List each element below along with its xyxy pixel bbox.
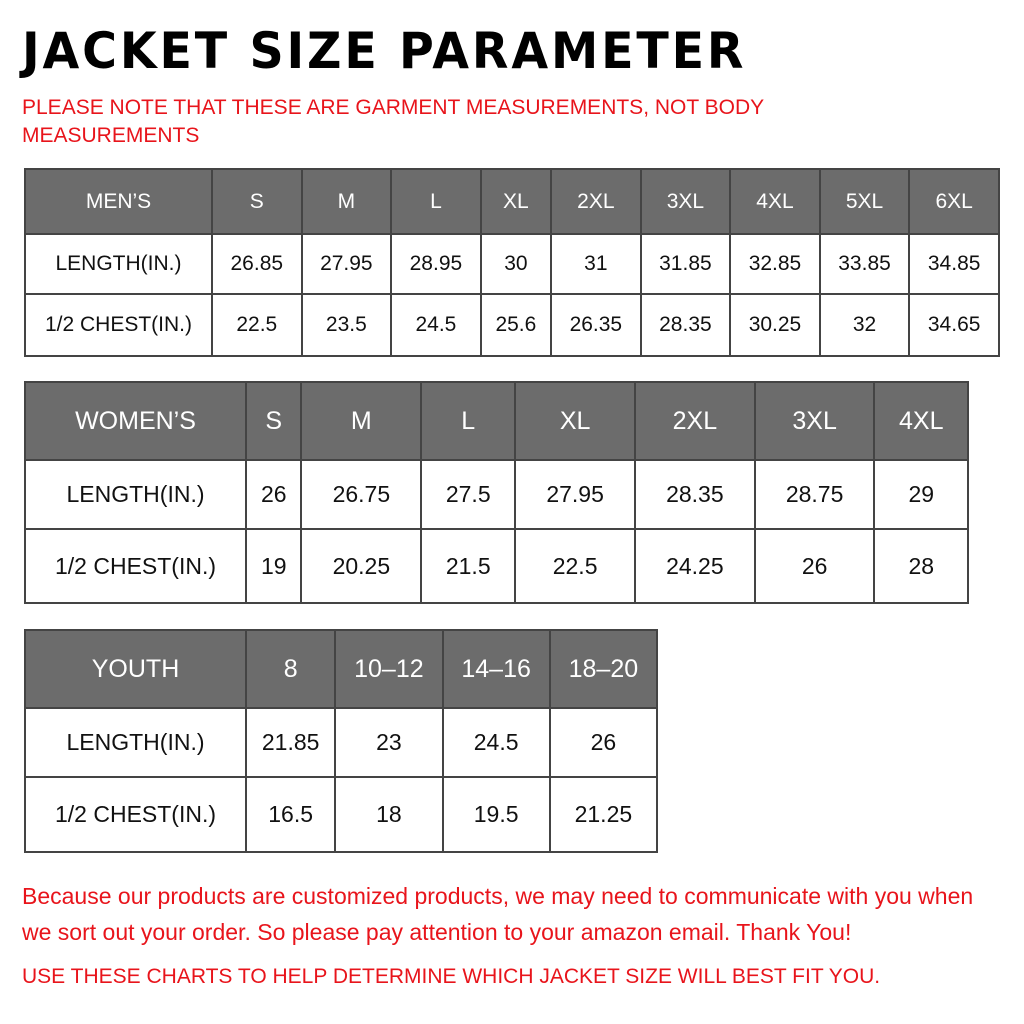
measurement-value: 20.25	[300, 528, 423, 604]
measurement-value: 19	[244, 528, 303, 604]
measurement-label: 1/2 CHEST(IN.)	[24, 528, 247, 604]
measurement-value: 28.35	[633, 459, 756, 530]
measurement-label: 1/2 CHEST(IN.)	[24, 293, 213, 357]
table-row: LENGTH(IN.) 26 26.75 27.5 27.95 28.35 28.75 29	[24, 459, 969, 530]
fit-instruction: USE THESE CHARTS TO HELP DETERMINE WHICH…	[22, 965, 881, 988]
customization-message: Because our products are customized prod…	[22, 883, 974, 945]
measurement-value: 24.5	[441, 707, 551, 778]
measurement-label: LENGTH(IN.)	[24, 707, 247, 778]
size-header: 3XL	[639, 168, 732, 235]
measurement-value: 30	[479, 233, 553, 295]
measurement-value: 29	[873, 459, 969, 530]
measurement-value: 28	[873, 528, 969, 604]
size-header: 6XL	[908, 168, 1000, 235]
measurement-value: 34.85	[908, 233, 1000, 295]
measurement-value: 32.85	[729, 233, 821, 295]
measurement-value: 34.65	[908, 293, 1000, 357]
size-header: XL	[514, 381, 636, 461]
size-header: M	[300, 381, 423, 461]
measurement-value: 24.5	[390, 293, 482, 357]
table-row: 1/2 CHEST(IN.) 16.5 18 19.5 21.25	[24, 776, 659, 853]
page-title: JACKET SIZE PARAMETER	[22, 22, 747, 80]
garment-note: PLEASE NOTE THAT THESE ARE GARMENT MEASU…	[22, 96, 764, 147]
measurement-value: 26	[548, 707, 659, 778]
category-header: WOMEN’S	[24, 381, 247, 461]
size-header: L	[420, 381, 517, 461]
measurement-value: 31.85	[639, 233, 732, 295]
measurement-value: 21.25	[548, 776, 659, 853]
size-header: 5XL	[818, 168, 911, 235]
category-header: MEN’S	[24, 168, 213, 235]
size-header: 3XL	[753, 381, 876, 461]
size-header: 8	[244, 629, 337, 709]
measurement-value: 21.85	[244, 707, 337, 778]
header-row: WOMEN’S S M L XL 2XL 3XL 4XL	[24, 381, 969, 461]
measurement-value: 26.35	[550, 293, 642, 357]
measurement-value: 27.95	[514, 459, 636, 530]
header-row: MEN’S S M L XL 2XL 3XL 4XL 5XL 6XL	[24, 168, 1000, 235]
measurement-value: 25.6	[479, 293, 553, 357]
measurement-value: 26	[753, 528, 876, 604]
measurement-value: 31	[550, 233, 642, 295]
womens-size-table: WOMEN’S S M L XL 2XL 3XL 4XL LENGTH(IN.) 26 26.75 2…	[24, 381, 969, 604]
measurement-value: 24.25	[633, 528, 756, 604]
mens-size-table: MEN’S S M L XL 2XL 3XL 4XL 5XL 6XL LENGTH(IN.) 26.8…	[24, 168, 1000, 357]
size-header: XL	[479, 168, 553, 235]
size-header: 4XL	[729, 168, 821, 235]
measurement-value: 26.85	[211, 233, 303, 295]
size-header: S	[211, 168, 303, 235]
measurement-value: 28.95	[390, 233, 482, 295]
measurement-value: 28.75	[753, 459, 876, 530]
measurement-value: 22.5	[211, 293, 303, 357]
table-row: 1/2 CHEST(IN.) 22.5 23.5 24.5 25.6 26.35 28.35…	[24, 293, 1000, 357]
youth-size-table: YOUTH 8 10–12 14–16 18–20 LENGTH(IN.) 21.85 23 2…	[24, 629, 659, 853]
measurement-value: 18	[334, 776, 444, 853]
size-header: 4XL	[873, 381, 969, 461]
measurement-value: 28.35	[639, 293, 732, 357]
category-header: YOUTH	[24, 629, 247, 709]
size-header: M	[300, 168, 393, 235]
size-header: 14–16	[441, 629, 551, 709]
measurement-value: 27.5	[420, 459, 517, 530]
measurement-value: 21.5	[420, 528, 517, 604]
measurement-value: 30.25	[729, 293, 821, 357]
measurement-label: 1/2 CHEST(IN.)	[24, 776, 247, 853]
measurement-value: 16.5	[244, 776, 337, 853]
measurement-label: LENGTH(IN.)	[24, 459, 247, 530]
table-row: 1/2 CHEST(IN.) 19 20.25 21.5 22.5 24.25 26 28	[24, 528, 969, 604]
measurement-value: 22.5	[514, 528, 636, 604]
size-header: S	[244, 381, 303, 461]
measurement-value: 23.5	[300, 293, 393, 357]
header-row: YOUTH 8 10–12 14–16 18–20	[24, 629, 659, 709]
size-header: 2XL	[550, 168, 642, 235]
size-header: 18–20	[548, 629, 659, 709]
size-header: L	[390, 168, 482, 235]
measurement-value: 32	[818, 293, 911, 357]
table-row: LENGTH(IN.) 26.85 27.95 28.95 30 31 31.85 32.85…	[24, 233, 1000, 295]
size-header: 10–12	[334, 629, 444, 709]
table-row: LENGTH(IN.) 21.85 23 24.5 26	[24, 707, 659, 778]
measurement-value: 27.95	[300, 233, 393, 295]
measurement-value: 26	[244, 459, 303, 530]
measurement-label: LENGTH(IN.)	[24, 233, 213, 295]
measurement-value: 26.75	[300, 459, 423, 530]
size-header: 2XL	[633, 381, 756, 461]
measurement-value: 19.5	[441, 776, 551, 853]
measurement-value: 23	[334, 707, 444, 778]
measurement-value: 33.85	[818, 233, 911, 295]
